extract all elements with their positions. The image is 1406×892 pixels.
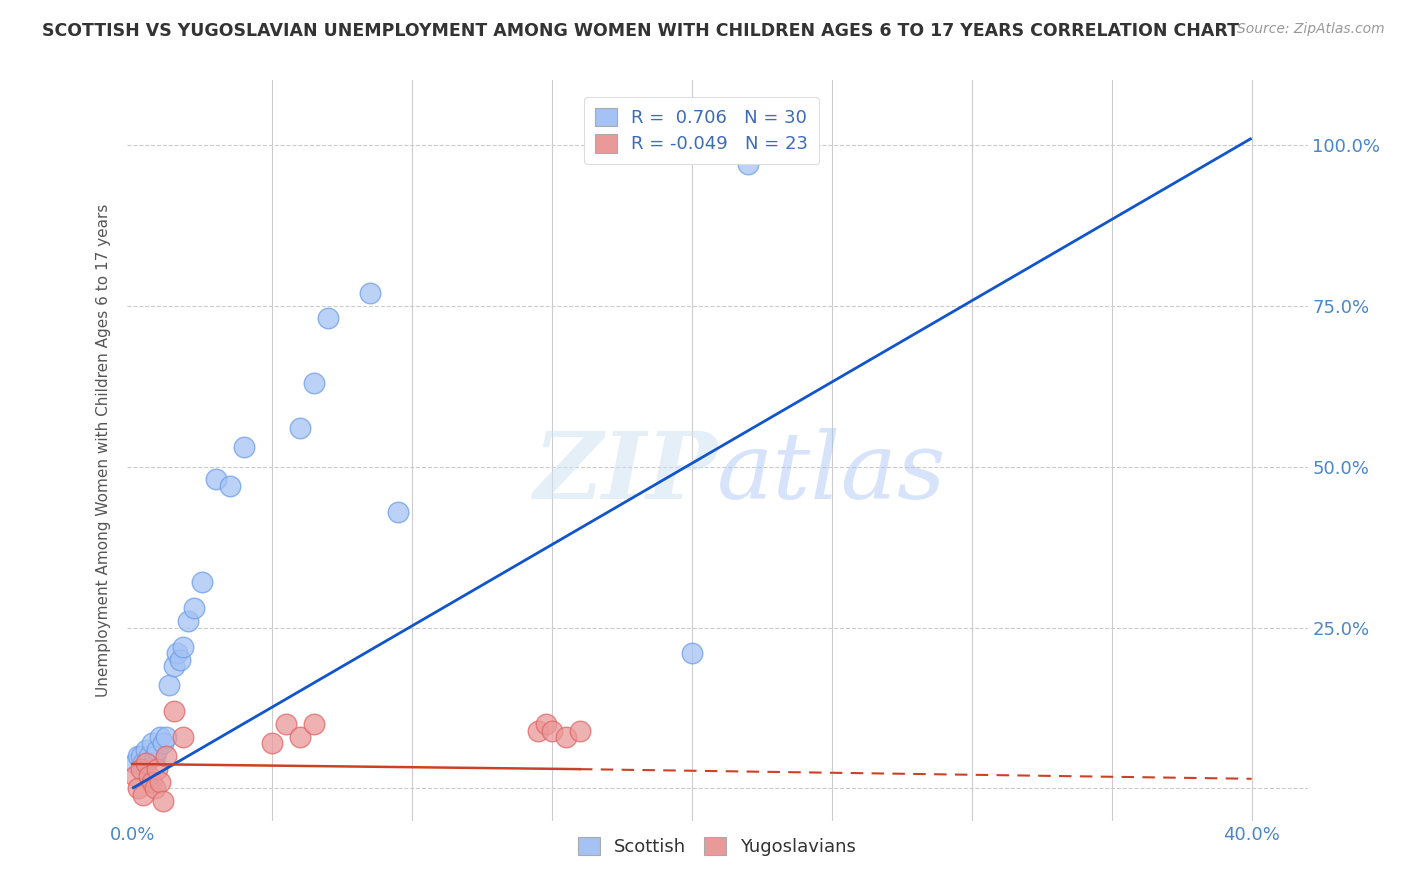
- Point: [157, 678, 180, 692]
- Text: atlas: atlas: [717, 427, 946, 517]
- Point: [541, 723, 564, 738]
- Point: [737, 157, 759, 171]
- Text: Source: ZipAtlas.com: Source: ZipAtlas.com: [1237, 22, 1385, 37]
- Point: [169, 653, 191, 667]
- Point: [302, 717, 325, 731]
- Point: [152, 736, 174, 750]
- Point: [132, 756, 155, 770]
- Point: [152, 794, 174, 808]
- Point: [262, 736, 284, 750]
- Point: [138, 749, 160, 764]
- Legend: Scottish, Yugoslavians: Scottish, Yugoslavians: [571, 830, 863, 863]
- Point: [387, 505, 409, 519]
- Y-axis label: Unemployment Among Women with Children Ages 6 to 17 years: Unemployment Among Women with Children A…: [96, 203, 111, 698]
- Point: [146, 762, 169, 776]
- Point: [124, 768, 146, 782]
- Point: [183, 601, 205, 615]
- Point: [127, 781, 149, 796]
- Point: [141, 736, 163, 750]
- Point: [316, 311, 339, 326]
- Point: [141, 775, 163, 789]
- Point: [555, 730, 578, 744]
- Point: [155, 730, 177, 744]
- Point: [149, 775, 172, 789]
- Point: [233, 440, 256, 454]
- Point: [172, 640, 194, 654]
- Point: [129, 749, 152, 764]
- Point: [681, 646, 703, 660]
- Point: [288, 421, 311, 435]
- Point: [146, 743, 169, 757]
- Point: [138, 768, 160, 782]
- Point: [536, 717, 558, 731]
- Point: [177, 614, 200, 628]
- Point: [129, 762, 152, 776]
- Point: [527, 723, 550, 738]
- Point: [172, 730, 194, 744]
- Point: [143, 749, 166, 764]
- Point: [359, 285, 381, 300]
- Point: [155, 749, 177, 764]
- Point: [205, 472, 228, 486]
- Text: SCOTTISH VS YUGOSLAVIAN UNEMPLOYMENT AMONG WOMEN WITH CHILDREN AGES 6 TO 17 YEAR: SCOTTISH VS YUGOSLAVIAN UNEMPLOYMENT AMO…: [42, 22, 1239, 40]
- Point: [124, 756, 146, 770]
- Point: [163, 704, 186, 718]
- Point: [219, 479, 242, 493]
- Point: [568, 723, 591, 738]
- Point: [166, 646, 188, 660]
- Text: ZIP: ZIP: [533, 427, 717, 517]
- Point: [127, 749, 149, 764]
- Point: [135, 756, 157, 770]
- Point: [135, 743, 157, 757]
- Point: [149, 730, 172, 744]
- Point: [274, 717, 297, 731]
- Point: [288, 730, 311, 744]
- Point: [191, 575, 214, 590]
- Point: [163, 659, 186, 673]
- Point: [302, 376, 325, 390]
- Point: [132, 788, 155, 802]
- Point: [143, 781, 166, 796]
